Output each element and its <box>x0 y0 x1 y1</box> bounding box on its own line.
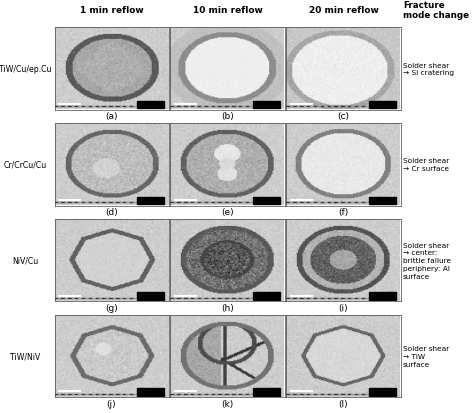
Text: Solder shear
→ Cr surface: Solder shear → Cr surface <box>403 158 449 172</box>
Text: (g): (g) <box>105 303 118 312</box>
Text: (f): (f) <box>338 208 348 216</box>
Bar <box>369 102 396 109</box>
Text: (a): (a) <box>105 112 118 121</box>
Bar <box>137 102 164 109</box>
Text: 1 min reflow: 1 min reflow <box>80 6 144 15</box>
Bar <box>253 293 280 300</box>
Text: Solder shear
→ center:
brittle failure
periphery: Al
surface: Solder shear → center: brittle failure p… <box>403 242 451 279</box>
Text: (e): (e) <box>221 208 234 216</box>
Text: TiW/NiV: TiW/NiV <box>10 351 40 361</box>
Text: Fracture
mode change: Fracture mode change <box>403 1 469 20</box>
Bar <box>369 388 396 396</box>
Text: TiW/Cu/ep.Cu: TiW/Cu/ep.Cu <box>0 65 51 74</box>
Text: 20 min reflow: 20 min reflow <box>309 6 378 15</box>
Text: (b): (b) <box>221 112 234 121</box>
Bar <box>253 197 280 204</box>
Text: 10 min reflow: 10 min reflow <box>192 6 263 15</box>
Bar <box>137 197 164 204</box>
Text: (h): (h) <box>221 303 234 312</box>
Text: Cr/CrCu/Cu: Cr/CrCu/Cu <box>3 160 47 169</box>
Bar <box>253 388 280 396</box>
Bar <box>253 102 280 109</box>
Bar <box>137 293 164 300</box>
Text: (c): (c) <box>337 112 349 121</box>
Bar <box>137 388 164 396</box>
Text: Solder shear
→ Si cratering: Solder shear → Si cratering <box>403 62 454 76</box>
Text: (d): (d) <box>105 208 118 216</box>
Bar <box>369 293 396 300</box>
Text: (l): (l) <box>339 399 348 408</box>
Text: NiV/Cu: NiV/Cu <box>12 256 38 265</box>
Text: Solder shear
→ TiW
surface: Solder shear → TiW surface <box>403 345 449 367</box>
Bar <box>369 197 396 204</box>
Text: (i): (i) <box>339 303 348 312</box>
Text: (j): (j) <box>107 399 116 408</box>
Text: (k): (k) <box>221 399 234 408</box>
